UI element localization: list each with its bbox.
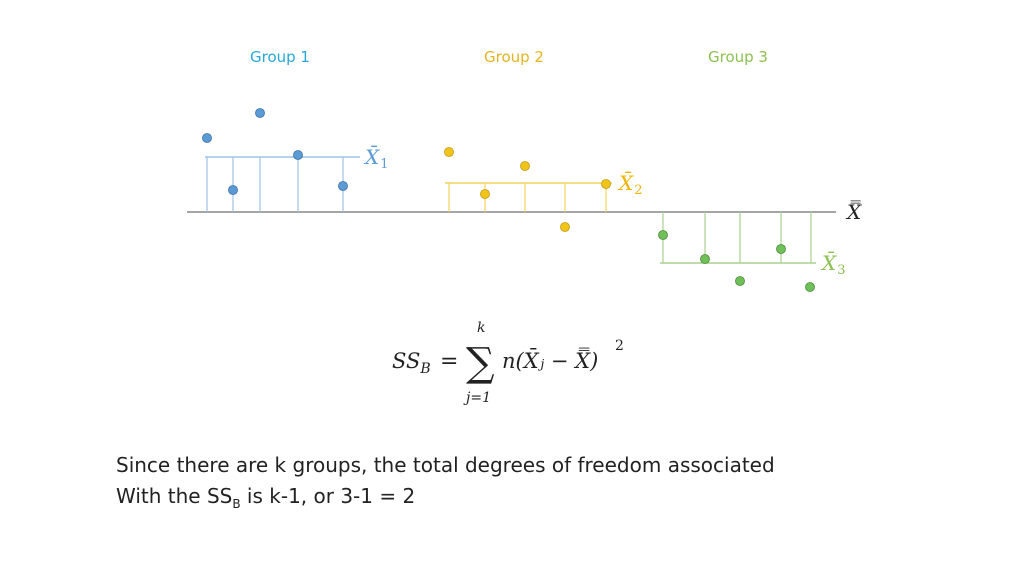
group-1-mean-label: X̄1 xyxy=(363,144,389,172)
group-3-marks: X̄3 xyxy=(658,212,846,292)
group-3-point xyxy=(658,230,668,240)
group-1-marks: X̄1 xyxy=(202,108,389,212)
group-2-point xyxy=(520,161,530,171)
group-3-mean-label: X̄3 xyxy=(820,250,846,278)
group-2-point xyxy=(560,222,570,232)
group-1-label: Group 1 xyxy=(250,48,310,66)
formula-power: 2 xyxy=(615,338,624,354)
group-1-point xyxy=(202,133,212,143)
group-1-point xyxy=(338,181,348,191)
ss-between-formula: SSB = k ∑ j=1 n(X̄ⱼ − X̿) 2 xyxy=(392,320,624,406)
group-1-point xyxy=(255,108,265,118)
group-3-point xyxy=(776,244,786,254)
group-3-point xyxy=(735,276,745,286)
grand-mean-label: X̿ xyxy=(845,200,862,224)
formula-upper-limit: k xyxy=(477,320,485,336)
explanation-line-1: Since there are k groups, the total degr… xyxy=(116,453,775,477)
formula-equals: = xyxy=(440,349,458,374)
group-1-point xyxy=(293,150,303,160)
group-2-marks: X̄2 xyxy=(444,147,643,232)
formula-lower-limit: j=1 xyxy=(463,390,491,406)
group-2-point xyxy=(444,147,454,157)
group-2-mean-label: X̄2 xyxy=(617,170,643,198)
formula-sum-sign: ∑ xyxy=(466,340,495,386)
explanation-text: Since there are k groups, the total degr… xyxy=(116,450,775,520)
ss-subscript: B xyxy=(232,497,241,511)
group-2-point xyxy=(480,189,490,199)
formula-body: n(X̄ⱼ − X̿) xyxy=(502,348,598,373)
group-2-point xyxy=(601,179,611,189)
explanation-line-2: With the SSB is k-1, or 3-1 = 2 xyxy=(116,484,416,511)
formula-lhs: SSB xyxy=(392,349,431,377)
group-3-point xyxy=(700,254,710,264)
deviation-diagram: X̄1 X̄2 xyxy=(187,108,862,292)
group-3-label: Group 3 xyxy=(708,48,768,66)
group-2-label: Group 2 xyxy=(484,48,544,66)
group-1-point xyxy=(228,185,238,195)
group-3-point xyxy=(805,282,815,292)
